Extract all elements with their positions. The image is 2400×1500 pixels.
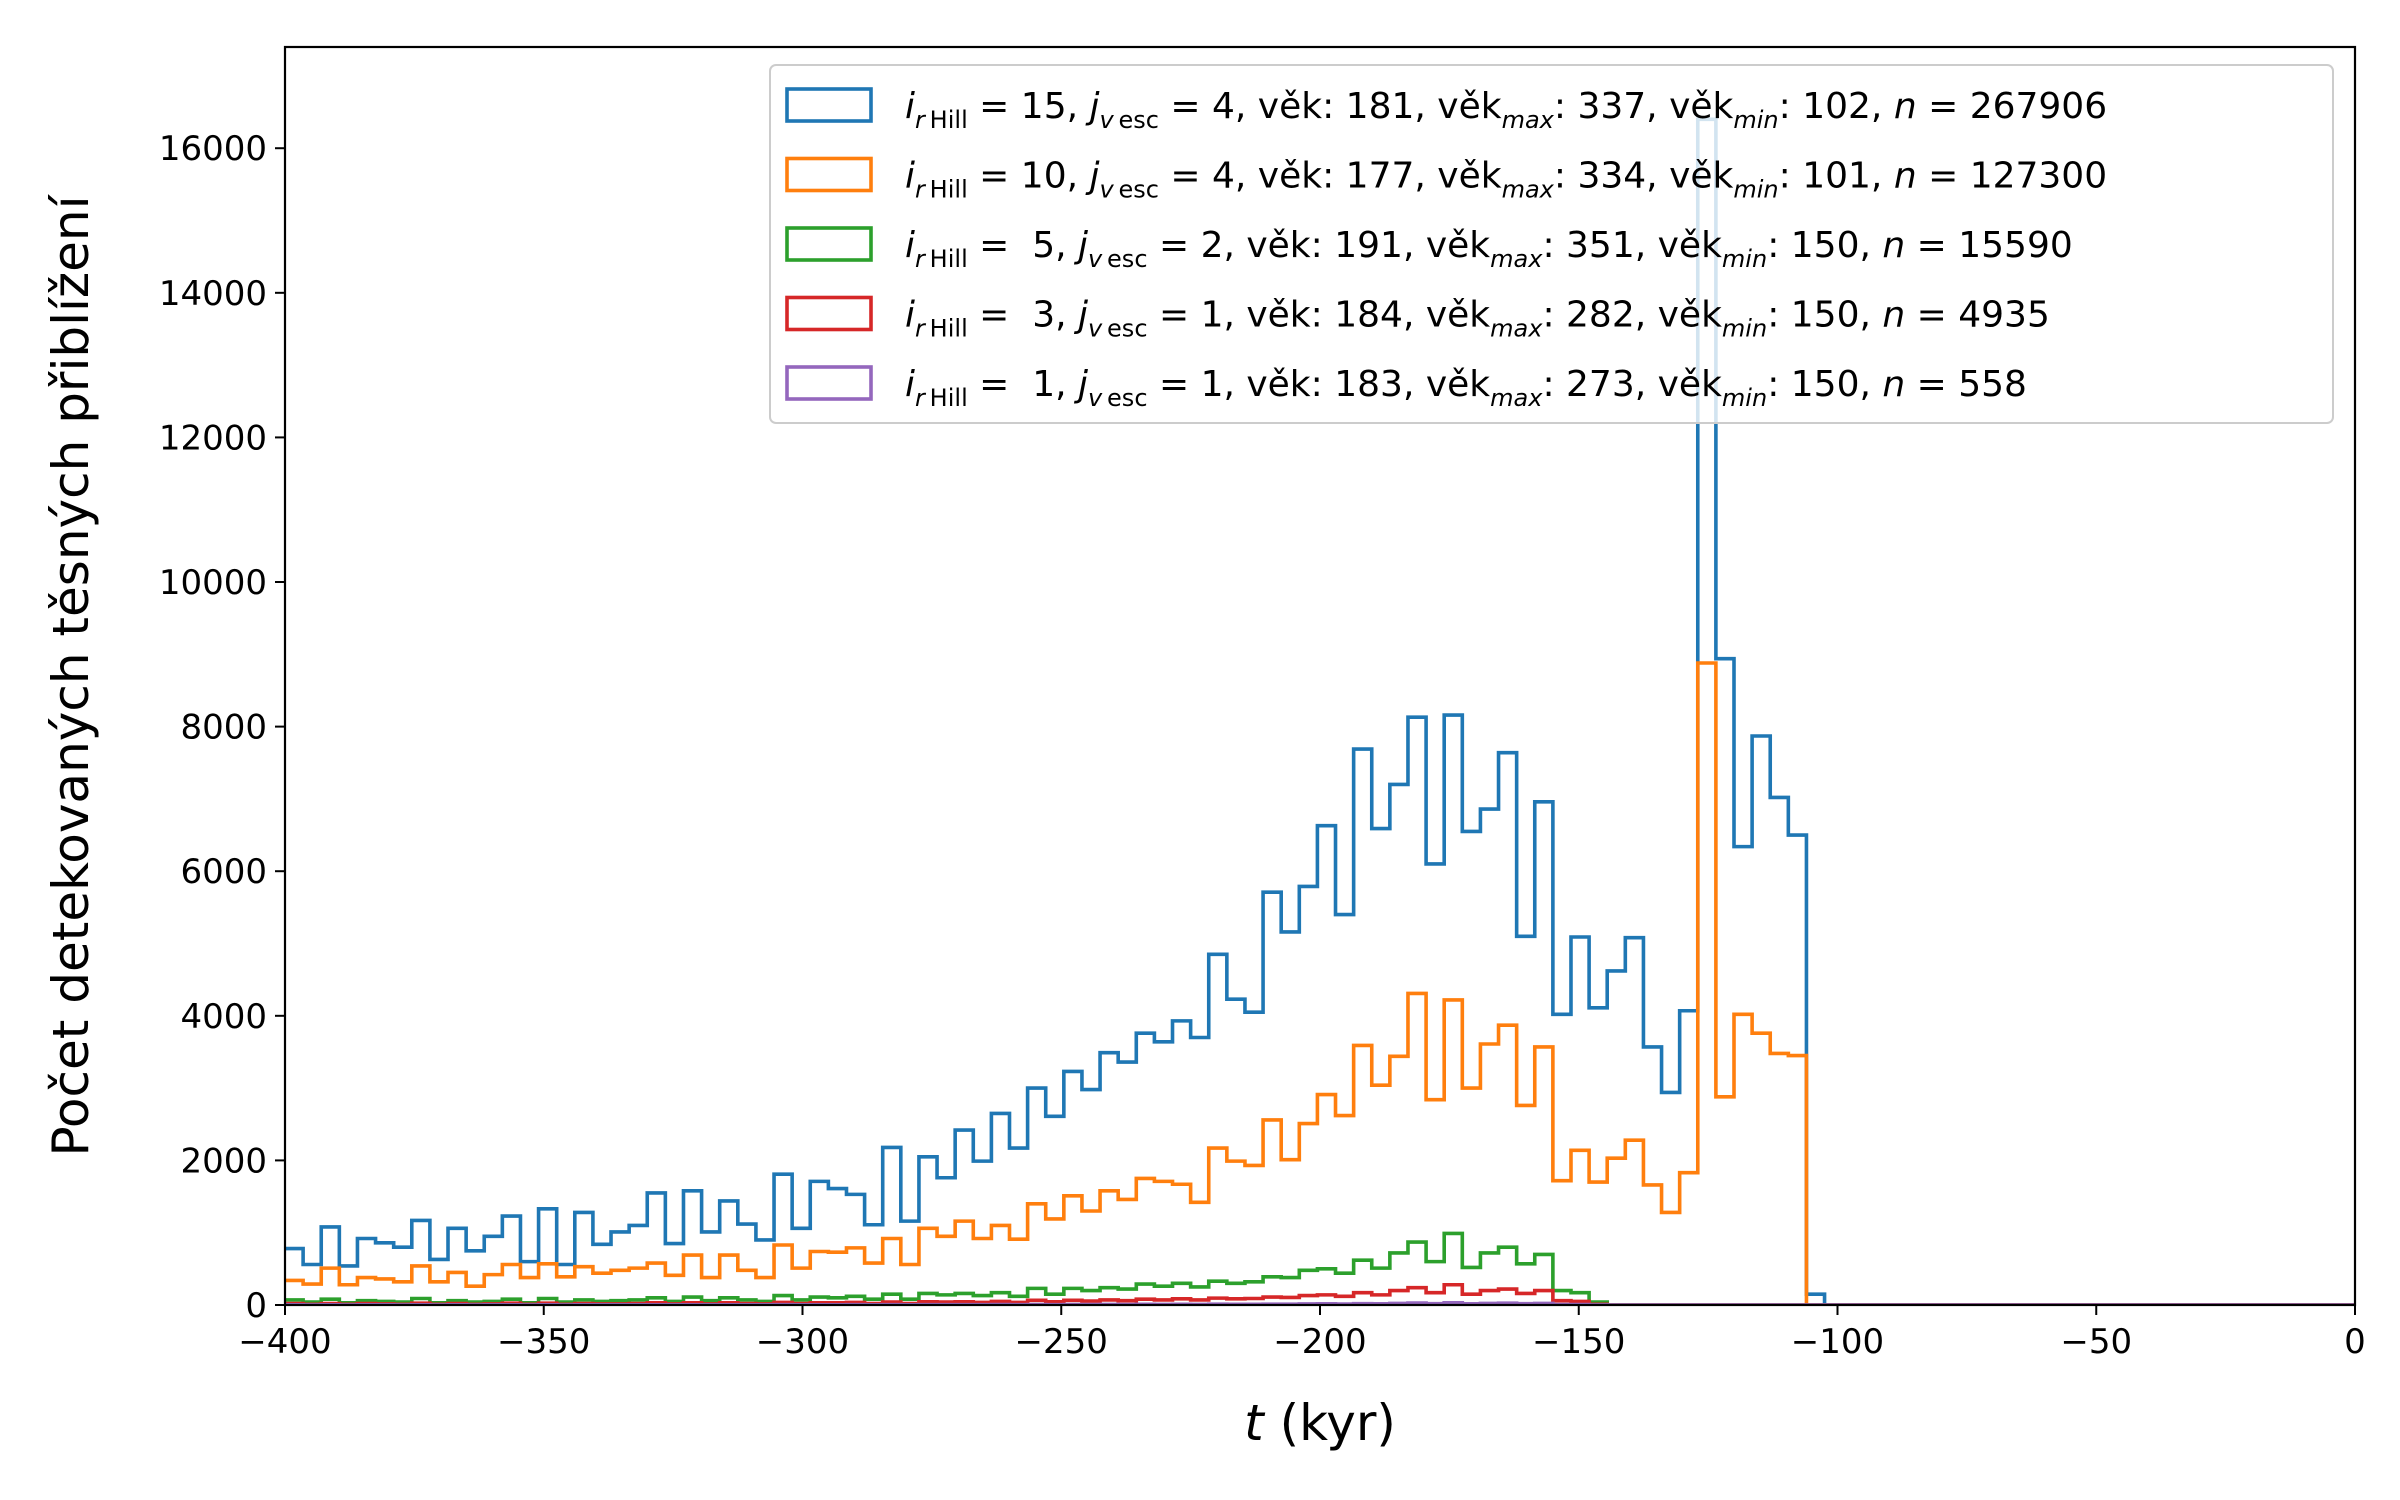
legend-swatch-1 <box>785 87 873 123</box>
y-tick-label: 0 <box>245 1286 267 1326</box>
x-tick-label: −50 <box>2060 1322 2132 1362</box>
x-tick-label: −200 <box>1273 1322 1366 1362</box>
x-tick-label: −300 <box>756 1322 849 1362</box>
legend-swatch-2 <box>785 156 873 193</box>
histogram-series-1 <box>285 117 2355 1305</box>
legend-label-5: ir Hill = 1, jv esc = 1, věk: 183, věkma… <box>905 364 2027 412</box>
ticks-layer: −400 −350 −300 −250 −200 −150 −100 −50 0 0 2000 400… <box>159 129 2366 1362</box>
y-tick-label: 4000 <box>180 997 267 1037</box>
x-tick-label: −350 <box>497 1322 590 1362</box>
legend-label-4: ir Hill = 3, jv esc = 1, věk: 184, věkma… <box>905 295 2050 343</box>
x-axis-variable: t <box>1244 1394 1266 1452</box>
y-axis-title: Počet detekovaných těsných přiblížení <box>42 193 100 1156</box>
legend-label-2: ir Hill = 10, jv esc = 4, věk: 177, věkm… <box>905 156 2107 204</box>
y-tick-label: 10000 <box>159 563 267 603</box>
y-tick-label: 2000 <box>180 1141 267 1181</box>
x-tick-label: −400 <box>238 1322 331 1362</box>
y-tick-label: 14000 <box>159 274 267 314</box>
y-tick-label: 12000 <box>159 418 267 458</box>
legend-swatch-3 <box>785 226 873 262</box>
y-tick-label: 6000 <box>180 852 267 892</box>
x-tick-label: −250 <box>1015 1322 1108 1362</box>
legend-swatch-5 <box>785 365 873 401</box>
legend-label-1: ir Hill = 15, jv esc = 4, věk: 181, věkm… <box>905 86 2107 134</box>
x-axis-title: t (kyr) <box>1244 1394 1396 1452</box>
legend-box <box>769 64 2334 424</box>
legend-swatch-4 <box>785 295 873 332</box>
x-axis-unit: (kyr) <box>1264 1394 1396 1452</box>
x-tick-label: 0 <box>2344 1322 2366 1362</box>
x-tick-label: −150 <box>1532 1322 1625 1362</box>
legend: ir Hill = 15, jv esc = 4, věk: 181, věkm… <box>769 64 2334 424</box>
y-tick-label: 16000 <box>159 129 267 169</box>
y-tick-label: 8000 <box>180 708 267 748</box>
legend-label-3: ir Hill = 5, jv esc = 2, věk: 191, věkma… <box>905 225 2073 273</box>
histogram-series-3 <box>285 1231 2355 1305</box>
histogram-series-2 <box>285 661 2355 1305</box>
x-tick-label: −100 <box>1791 1322 1884 1362</box>
